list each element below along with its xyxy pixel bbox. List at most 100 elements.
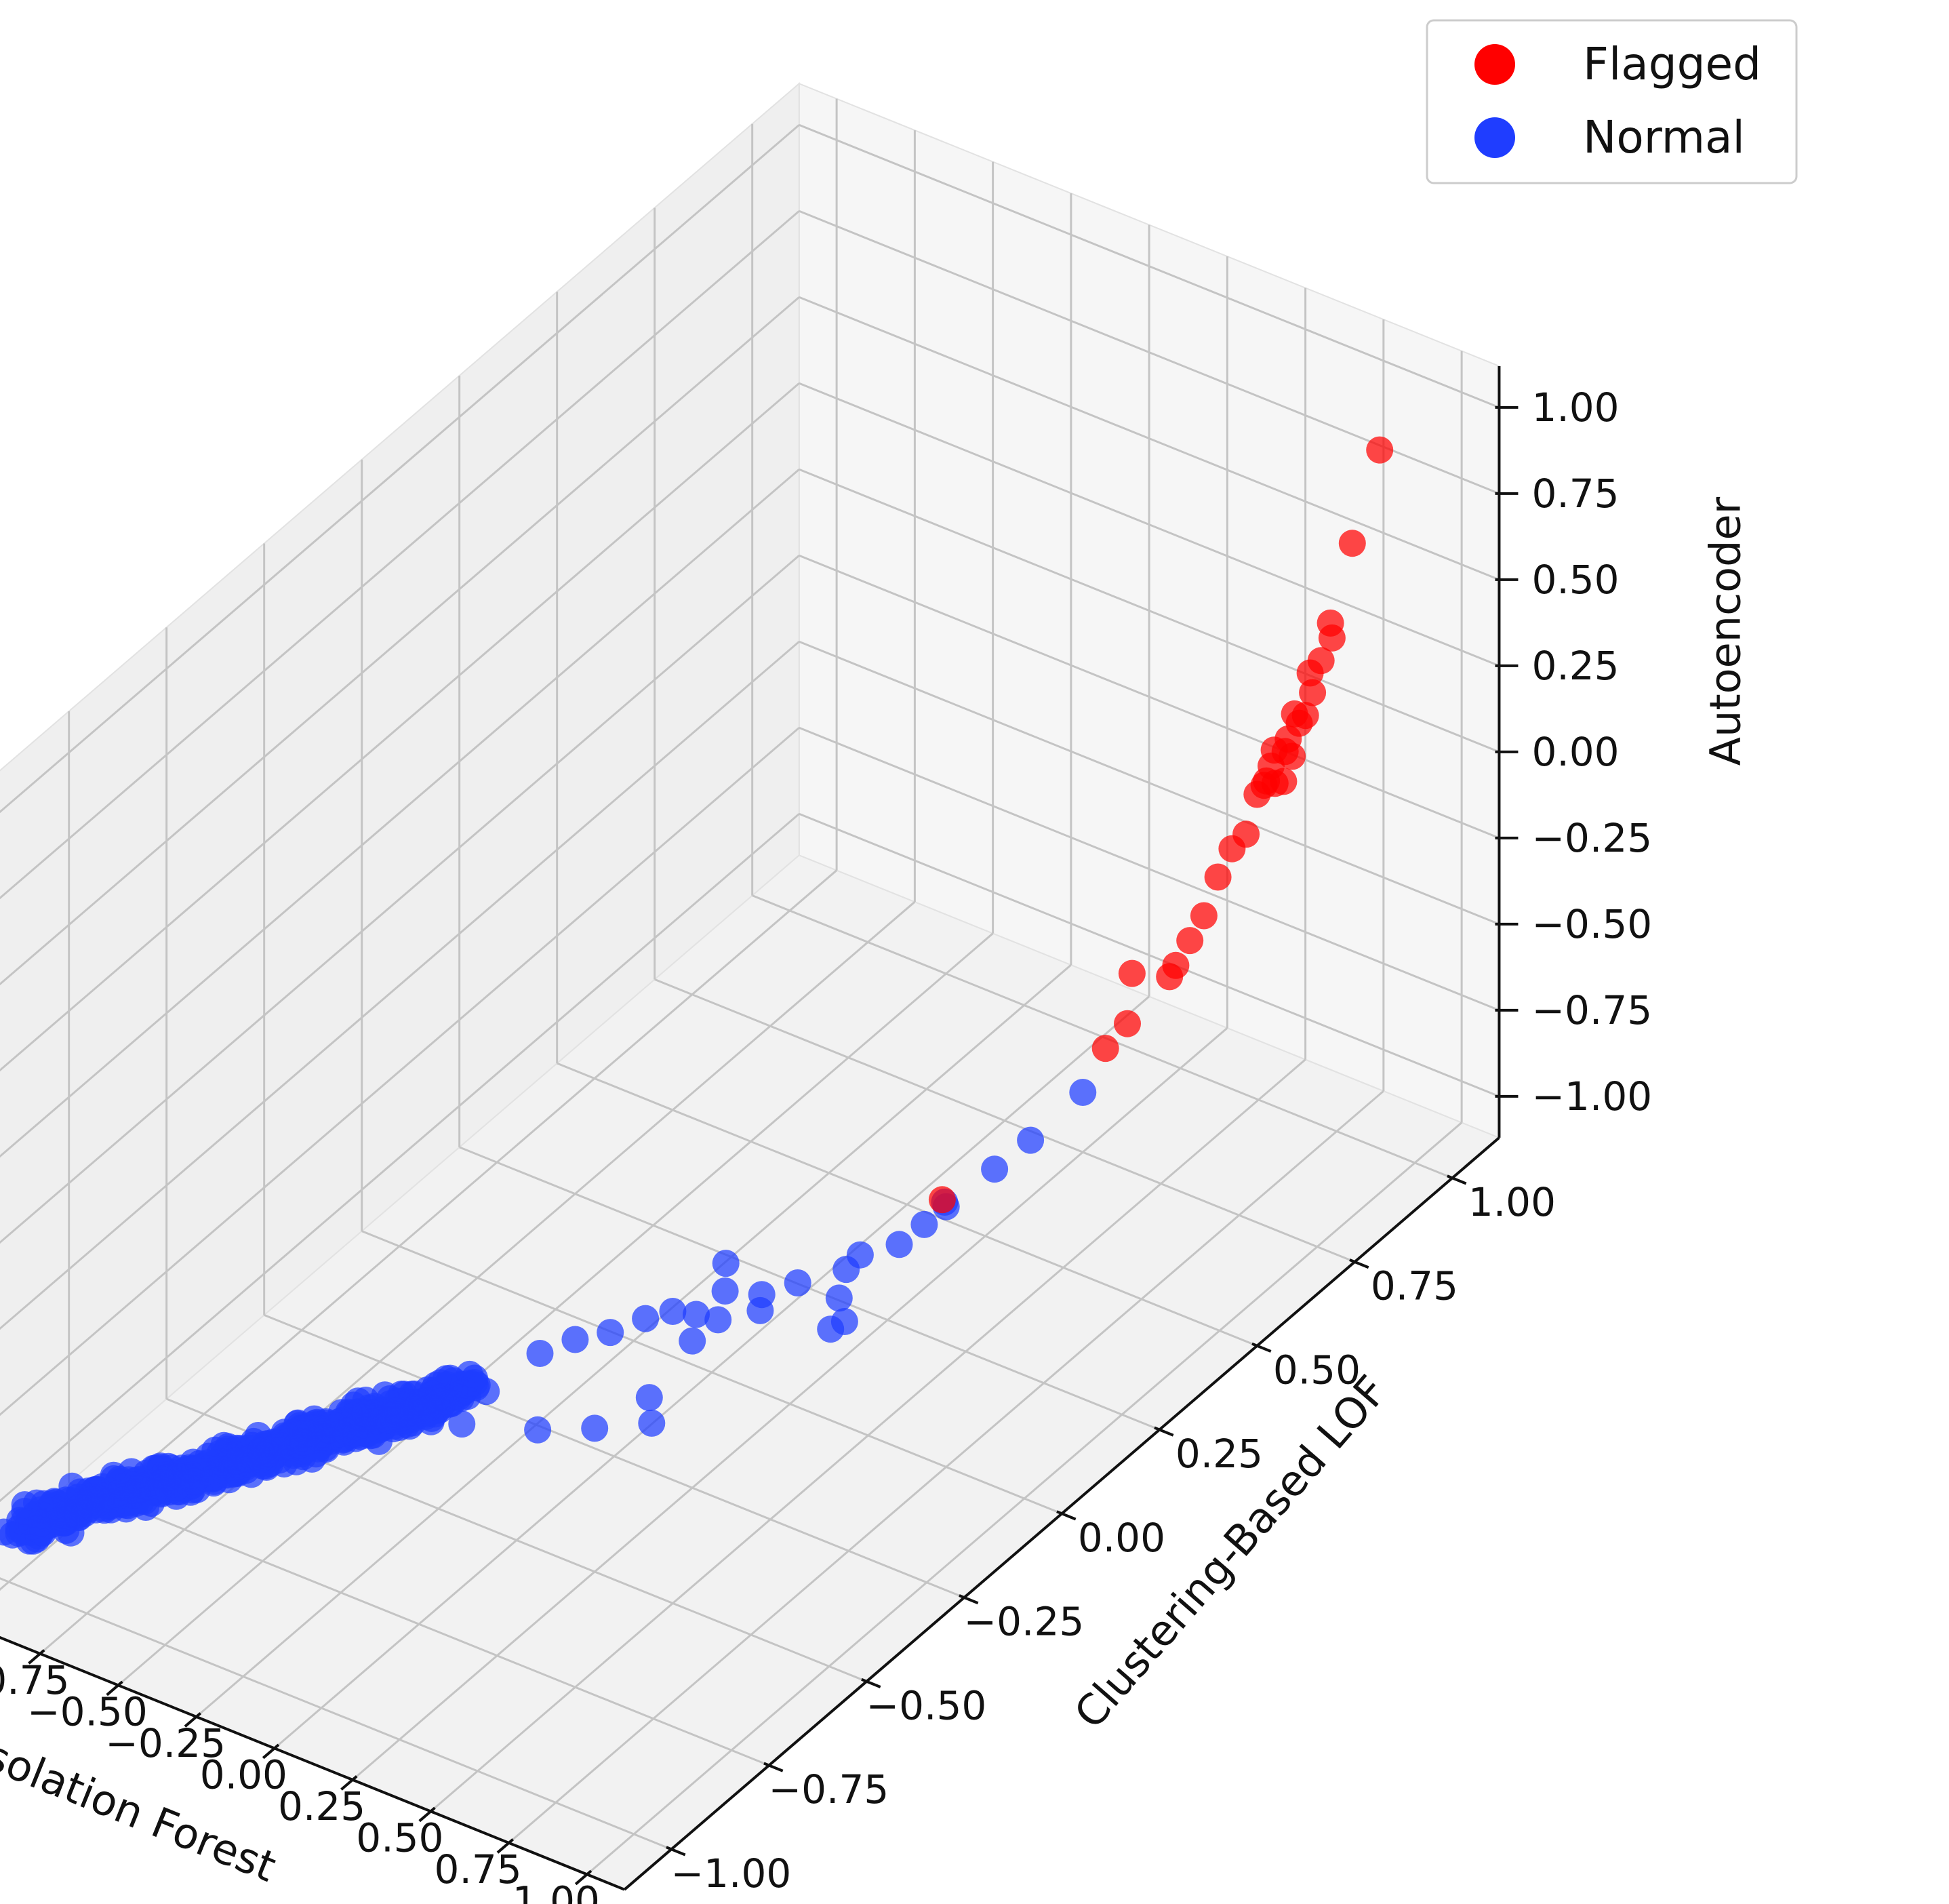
- grid-line: [654, 978, 1355, 1263]
- normal-point: [456, 1360, 483, 1388]
- grid-line: [586, 1122, 1463, 1876]
- z-tick-label: −0.25: [1531, 815, 1652, 861]
- flagged-point: [1338, 530, 1366, 557]
- normal-point: [1069, 1079, 1097, 1106]
- flagged-point: [1296, 659, 1324, 687]
- flagged-point: [1204, 863, 1232, 891]
- normal-point: [711, 1277, 739, 1305]
- normal-point: [401, 1389, 428, 1416]
- legend: Flagged Normal: [1426, 19, 1798, 184]
- x-tick-label: −0.75: [0, 1657, 69, 1703]
- y-tick-label: 0.25: [1176, 1431, 1263, 1477]
- x-tick: [574, 1869, 592, 1886]
- grid-line: [799, 123, 1500, 409]
- grid-line: [0, 124, 800, 814]
- normal-point: [910, 1210, 938, 1238]
- x-tick-label: 0.00: [200, 1751, 287, 1798]
- legend-marker: [1474, 44, 1515, 85]
- z-tick-label: −0.75: [1531, 987, 1652, 1033]
- flagged-point: [1366, 436, 1394, 464]
- y-tick-label: −0.50: [866, 1682, 987, 1728]
- normal-point: [597, 1319, 624, 1347]
- grid-line: [0, 210, 800, 900]
- normal-point: [524, 1416, 552, 1444]
- normal-point: [1017, 1126, 1045, 1154]
- x-tick-label: −0.50: [27, 1688, 148, 1734]
- z-tick-label: 0.50: [1531, 557, 1619, 603]
- z-tick-label: −1.00: [1531, 1073, 1652, 1119]
- z-tick-label: 0.25: [1531, 643, 1619, 689]
- x-tick: [340, 1775, 358, 1791]
- legend-frame: [1426, 19, 1798, 184]
- x-tick-label: −0.25: [105, 1720, 226, 1766]
- y-tick: [1251, 1342, 1272, 1353]
- flagged-point: [1156, 963, 1184, 991]
- z-tick-label: 0.75: [1531, 471, 1619, 517]
- normal-point: [247, 1446, 275, 1473]
- legend-label: Normal: [1583, 111, 1745, 163]
- normal-point: [382, 1408, 409, 1435]
- x-tick: [262, 1743, 280, 1760]
- grid-line: [352, 1027, 1228, 1781]
- normal-point: [784, 1269, 811, 1296]
- data-points: [0, 436, 1394, 1555]
- normal-point: [817, 1315, 845, 1343]
- z-tick-label: −0.50: [1531, 901, 1652, 947]
- normal-point: [638, 1409, 666, 1437]
- flagged-point: [1114, 1010, 1141, 1037]
- normal-point: [825, 1284, 853, 1312]
- y-tick-label: 0.50: [1273, 1347, 1361, 1393]
- grid-line: [430, 1058, 1306, 1812]
- normal-point: [832, 1256, 860, 1284]
- flagged-point: [1318, 624, 1346, 652]
- y-tick: [763, 1762, 784, 1772]
- normal-point: [526, 1340, 554, 1367]
- normal-point: [448, 1410, 476, 1438]
- normal-point: [176, 1465, 203, 1492]
- normal-point: [683, 1301, 710, 1328]
- x-tick: [106, 1680, 123, 1697]
- grid-line: [0, 469, 800, 1158]
- axes-panes: [0, 82, 1501, 1890]
- flagged-point: [1299, 679, 1327, 707]
- normal-point: [361, 1404, 388, 1431]
- grid-line: [799, 382, 1500, 667]
- normal-point: [148, 1469, 176, 1497]
- normal-point: [561, 1326, 589, 1353]
- normal-point: [659, 1298, 687, 1325]
- normal-point: [746, 1296, 774, 1324]
- y-tick-label: 0.00: [1078, 1515, 1165, 1561]
- flagged-point: [1190, 902, 1218, 930]
- flagged-point: [928, 1186, 956, 1214]
- flagged-point: [1270, 768, 1298, 795]
- normal-point: [44, 1496, 72, 1524]
- y-tick: [861, 1678, 881, 1688]
- y-tick: [1447, 1174, 1467, 1185]
- z-tick-label: 0.00: [1531, 729, 1619, 775]
- normal-point: [201, 1436, 229, 1464]
- flagged-point: [1279, 742, 1306, 770]
- normal-point: [296, 1416, 323, 1444]
- x-tick-label: 0.75: [435, 1846, 522, 1892]
- y-tick: [666, 1846, 686, 1857]
- tick-labels: −1.00−1.00−1.00−0.75−0.75−0.75−0.50−0.50…: [0, 384, 1652, 1904]
- normal-point: [75, 1487, 102, 1515]
- normal-point: [679, 1327, 706, 1355]
- normal-point: [323, 1412, 350, 1440]
- tick-marks: [28, 405, 1519, 1886]
- normal-point: [6, 1507, 34, 1534]
- normal-point: [632, 1305, 660, 1332]
- x-tick-label: 1.00: [513, 1878, 600, 1904]
- grid-line: [0, 296, 800, 986]
- x-tick: [418, 1806, 436, 1823]
- flagged-point: [1091, 1035, 1119, 1063]
- x-tick: [184, 1712, 202, 1728]
- normal-point: [581, 1414, 609, 1442]
- x-tick-label: 0.50: [356, 1814, 443, 1861]
- grid-line: [0, 382, 800, 1072]
- y-tick: [1154, 1426, 1174, 1437]
- normal-point: [712, 1250, 740, 1277]
- normal-point: [704, 1306, 732, 1334]
- y-tick: [1056, 1510, 1077, 1521]
